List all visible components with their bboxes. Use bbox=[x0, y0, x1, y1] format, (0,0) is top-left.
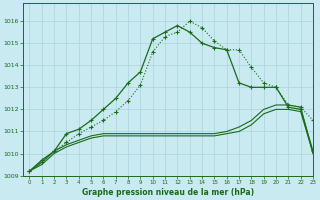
X-axis label: Graphe pression niveau de la mer (hPa): Graphe pression niveau de la mer (hPa) bbox=[82, 188, 254, 197]
